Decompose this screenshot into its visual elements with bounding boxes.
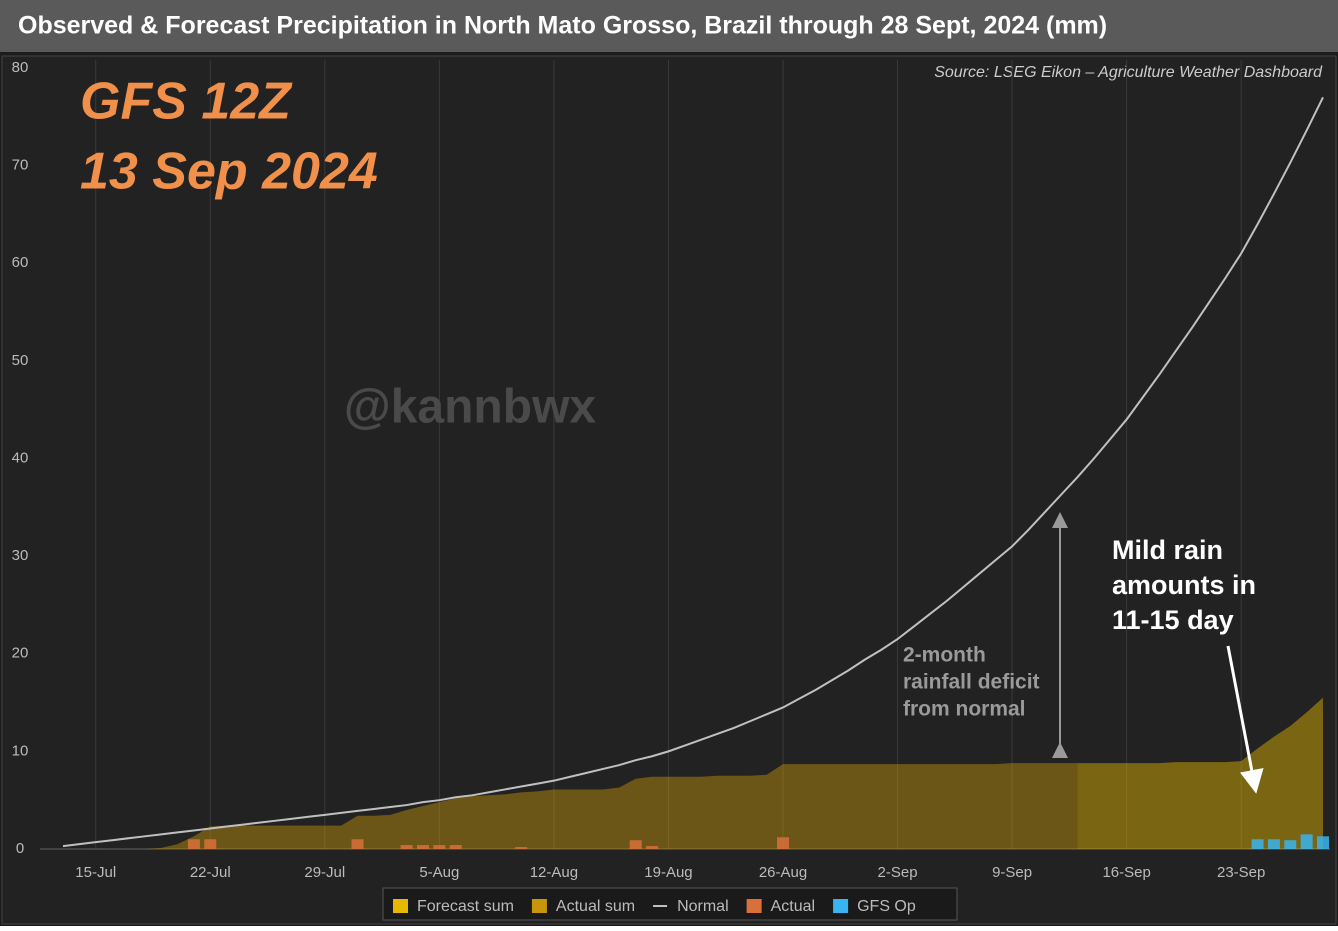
y-tick-label: 60 [12, 254, 29, 271]
line [62, 96, 1324, 848]
plot-frame [1, 55, 1337, 925]
bar [433, 845, 446, 849]
deficit-note: 2-month [903, 644, 986, 667]
legend-label: Actual [771, 898, 815, 915]
x-tick-label: 29-Jul [304, 864, 345, 881]
source-note: Source: LSEG Eikon – Agriculture Weather… [934, 64, 1323, 81]
rain-note: amounts in [1112, 570, 1256, 600]
rain-note: Mild rain [1112, 535, 1223, 565]
legend-box [382, 887, 958, 921]
legend-swatch [393, 899, 408, 913]
legend-swatch [531, 899, 547, 913]
bar [187, 839, 200, 849]
bar [629, 840, 642, 849]
chart-title: Observed & Forecast Precipitation in Nor… [18, 12, 1107, 40]
bar [204, 839, 217, 849]
bar [1300, 834, 1313, 849]
legend-label: Forecast sum [417, 898, 514, 915]
y-tick-label: 30 [12, 547, 29, 564]
bar [515, 847, 528, 849]
deficit-note: from normal [903, 698, 1026, 721]
x-tick-label: 2-Sep [878, 864, 918, 881]
bar [400, 845, 413, 849]
y-tick-label: 10 [12, 742, 29, 759]
legend-swatch [833, 899, 849, 913]
x-tick-label: 5-Aug [419, 864, 459, 881]
bar [777, 837, 789, 849]
bar [351, 839, 364, 849]
legend: Forecast sum Actual sum Normal Actual GFS Op [393, 898, 916, 915]
model-label: 13 Sep 2024 [80, 143, 378, 201]
bar [1267, 839, 1280, 849]
area [1077, 697, 1323, 849]
bar [646, 846, 659, 849]
area [63, 763, 1078, 849]
bar [1317, 836, 1329, 849]
y-tick-label: 0 [16, 840, 24, 857]
x-tick-label: 9-Sep [992, 864, 1032, 881]
legend-label: Actual sum [556, 898, 635, 915]
y-tick-label: 80 [12, 59, 29, 76]
legend-swatch [746, 899, 762, 913]
bar [417, 845, 429, 849]
legend-label: GFS Op [857, 898, 916, 915]
y-tick-label: 70 [12, 157, 29, 174]
x-tick-label: 16-Sep [1102, 864, 1150, 881]
deficit-note: rainfall deficit [903, 671, 1040, 694]
y-tick-label: 50 [12, 352, 29, 369]
bar [449, 845, 462, 849]
rain-note: 11-15 day [1112, 605, 1234, 635]
plot-area: 15-Jul 22-Jul 29-Jul 5-Aug 12-Aug 19-Aug 26-Au… [12, 59, 1330, 881]
bar [1284, 840, 1297, 849]
legend-label: Normal [677, 898, 729, 915]
x-tick-label: 26-Aug [759, 864, 807, 881]
x-tick-label: 12-Aug [530, 864, 578, 881]
rain-arrow [1226, 645, 1264, 794]
x-tick-label: 15-Jul [75, 864, 116, 881]
y-tick-label: 40 [12, 449, 29, 466]
watermark: @kannbwx [344, 381, 596, 434]
x-tick-label: 19-Aug [644, 864, 692, 881]
x-tick-label: 22-Jul [190, 864, 231, 881]
model-label: GFS 12Z [80, 73, 293, 131]
y-tick-label: 20 [12, 645, 29, 662]
x-tick-label: 23-Sep [1217, 864, 1265, 881]
title-bar [0, 0, 1338, 52]
bar [1251, 839, 1264, 849]
